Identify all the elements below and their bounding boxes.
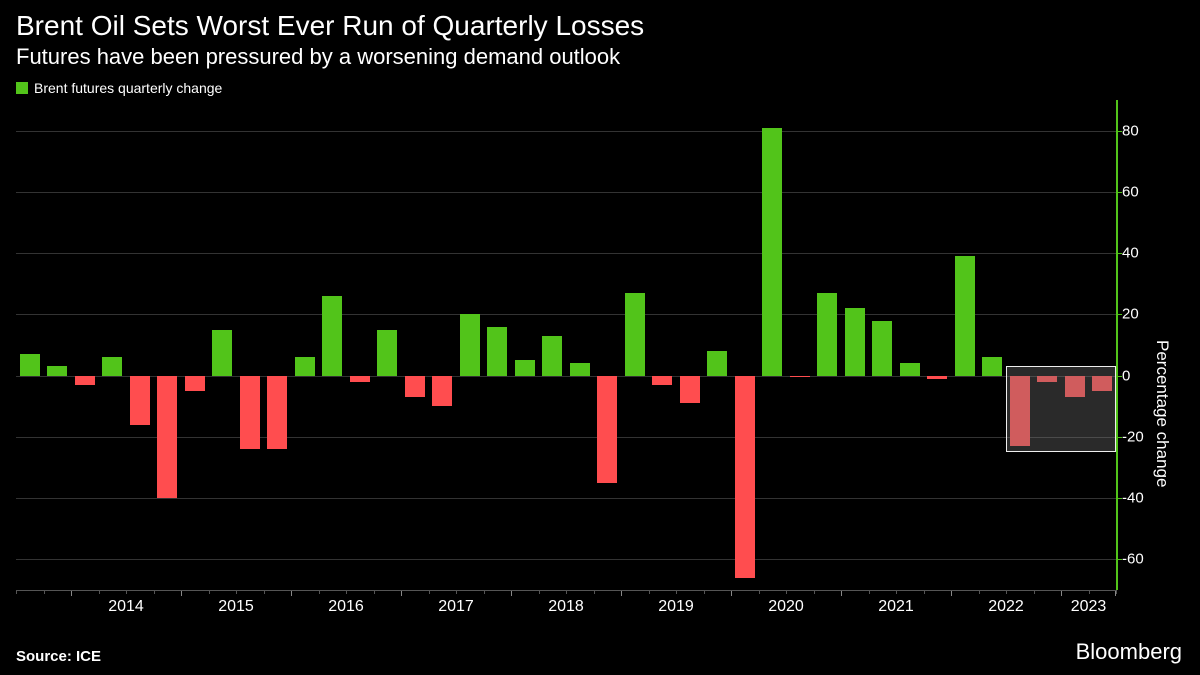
bar xyxy=(735,376,755,578)
y-tick-label: 0 xyxy=(1122,367,1130,384)
bar xyxy=(75,376,95,385)
bar xyxy=(955,256,975,375)
y-axis-title: Percentage change xyxy=(1152,340,1172,487)
plot-region xyxy=(16,100,1116,590)
bar xyxy=(817,293,837,376)
x-tick-label: 2018 xyxy=(548,598,584,616)
x-tick-label: 2015 xyxy=(218,598,254,616)
bar xyxy=(405,376,425,397)
bar xyxy=(267,376,287,450)
bar xyxy=(432,376,452,407)
bar xyxy=(900,363,920,375)
x-tick-label: 2020 xyxy=(768,598,804,616)
bar xyxy=(212,330,232,376)
y-tick-mark xyxy=(1116,253,1122,254)
bar xyxy=(790,376,810,378)
y-tick-label: 20 xyxy=(1122,306,1139,323)
bar xyxy=(130,376,150,425)
x-tick-label: 2017 xyxy=(438,598,474,616)
gridline xyxy=(16,131,1116,132)
legend-swatch xyxy=(16,82,28,94)
bar xyxy=(487,327,507,376)
y-axis-line xyxy=(1116,100,1118,590)
bar xyxy=(185,376,205,391)
chart-subtitle: Futures have been pressured by a worseni… xyxy=(16,44,620,70)
bar xyxy=(515,360,535,375)
y-tick-mark xyxy=(1116,498,1122,499)
attribution-label: Bloomberg xyxy=(1076,639,1182,665)
bar xyxy=(680,376,700,404)
gridline xyxy=(16,314,1116,315)
y-tick-label: 80 xyxy=(1122,122,1139,139)
bar xyxy=(625,293,645,376)
x-tick-label: 2014 xyxy=(108,598,144,616)
x-tick-label: 2021 xyxy=(878,598,914,616)
bar xyxy=(542,336,562,376)
bar xyxy=(707,351,727,376)
gridline xyxy=(16,498,1116,499)
bar xyxy=(762,128,782,376)
bar xyxy=(157,376,177,499)
x-tick-label: 2019 xyxy=(658,598,694,616)
bar xyxy=(102,357,122,375)
x-axis: 2014 2015 2016 2017 2018 2019 2020 2021 2022 2023 xyxy=(16,590,1116,620)
legend: Brent futures quarterly change xyxy=(16,80,222,96)
bar xyxy=(47,366,67,375)
gridline xyxy=(16,253,1116,254)
bar xyxy=(597,376,617,483)
bar xyxy=(322,296,342,376)
y-tick-label: -20 xyxy=(1122,428,1144,445)
y-tick-mark xyxy=(1116,437,1122,438)
y-tick-mark xyxy=(1116,376,1122,377)
highlight-box xyxy=(1006,366,1116,452)
y-tick-mark xyxy=(1116,559,1122,560)
x-tick-minor xyxy=(1116,590,1117,594)
x-tick-label: 2016 xyxy=(328,598,364,616)
x-tick-label: 2022 xyxy=(988,598,1024,616)
source-label: Source: ICE xyxy=(16,648,101,665)
gridline xyxy=(16,437,1116,438)
y-tick-mark xyxy=(1116,131,1122,132)
bar xyxy=(927,376,947,379)
gridline xyxy=(16,559,1116,560)
bar xyxy=(20,354,40,375)
y-tick-label: 60 xyxy=(1122,183,1139,200)
bar xyxy=(652,376,672,385)
bar xyxy=(350,376,370,382)
bar xyxy=(295,357,315,375)
y-tick-mark xyxy=(1116,314,1122,315)
bar xyxy=(240,376,260,450)
y-tick-mark xyxy=(1116,192,1122,193)
bar xyxy=(845,308,865,375)
x-tick-label: 2023 xyxy=(1071,598,1107,616)
y-tick-label: -40 xyxy=(1122,490,1144,507)
gridline xyxy=(16,192,1116,193)
bar xyxy=(872,321,892,376)
bar xyxy=(982,357,1002,375)
bar xyxy=(460,314,480,375)
bar xyxy=(377,330,397,376)
y-tick-label: 40 xyxy=(1122,245,1139,262)
zero-line xyxy=(16,376,1116,377)
chart-area xyxy=(16,100,1116,620)
x-axis-baseline xyxy=(16,590,1116,591)
legend-label: Brent futures quarterly change xyxy=(34,80,222,96)
y-tick-label: -60 xyxy=(1122,551,1144,568)
chart-title: Brent Oil Sets Worst Ever Run of Quarter… xyxy=(16,10,644,42)
bar xyxy=(570,363,590,375)
